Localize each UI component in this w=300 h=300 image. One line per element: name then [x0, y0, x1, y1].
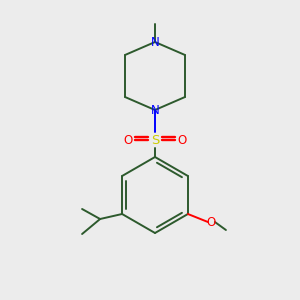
Text: O: O [177, 134, 187, 146]
Text: S: S [151, 134, 159, 146]
Text: N: N [151, 103, 159, 116]
Text: N: N [151, 35, 159, 49]
Text: O: O [123, 134, 133, 146]
Text: O: O [206, 215, 215, 229]
